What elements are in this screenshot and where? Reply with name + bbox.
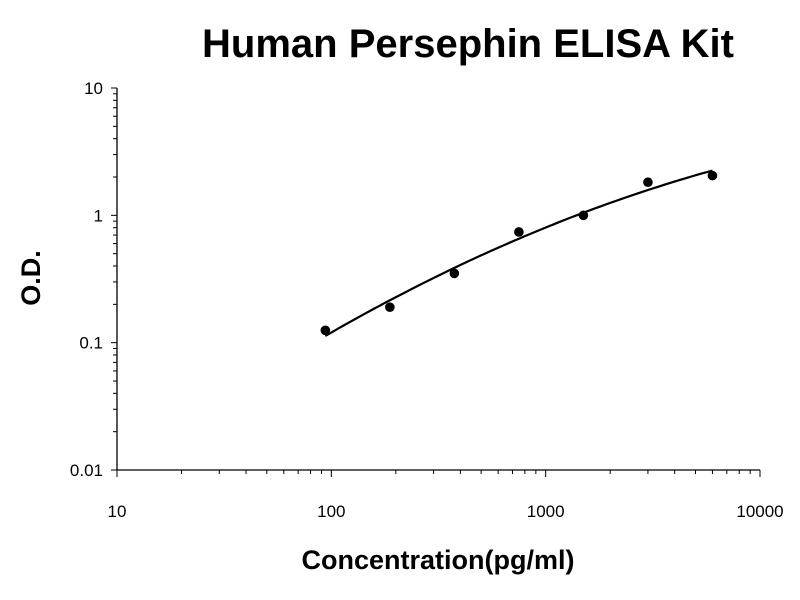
data-points xyxy=(320,170,718,336)
tick-labels: 10 1 0.1 0.01 10 100 1000 10000 xyxy=(70,79,784,521)
data-point xyxy=(320,325,331,336)
x-axis-title: Concentration(pg/ml) xyxy=(302,545,575,575)
x-tick-label: 10 xyxy=(108,502,127,521)
x-tick-label: 10000 xyxy=(736,502,783,521)
y-tick-label: 0.01 xyxy=(70,461,103,480)
data-point xyxy=(514,227,524,237)
data-point xyxy=(707,170,718,181)
y-tick-label: 1 xyxy=(94,206,103,225)
y-tick-label: 0.1 xyxy=(79,334,103,353)
data-point xyxy=(449,268,460,279)
data-point xyxy=(578,210,589,221)
axes xyxy=(116,88,760,471)
x-tick-label: 100 xyxy=(317,502,345,521)
y-tick-label: 10 xyxy=(84,79,103,98)
x-tick-label: 1000 xyxy=(527,502,565,521)
data-point xyxy=(643,177,653,188)
fit-curve xyxy=(324,169,713,337)
data-point xyxy=(385,302,395,312)
ticks xyxy=(111,87,761,477)
chart-title: Human Persephin ELISA Kit xyxy=(202,22,734,66)
y-axis-title: O.D. xyxy=(16,250,46,306)
